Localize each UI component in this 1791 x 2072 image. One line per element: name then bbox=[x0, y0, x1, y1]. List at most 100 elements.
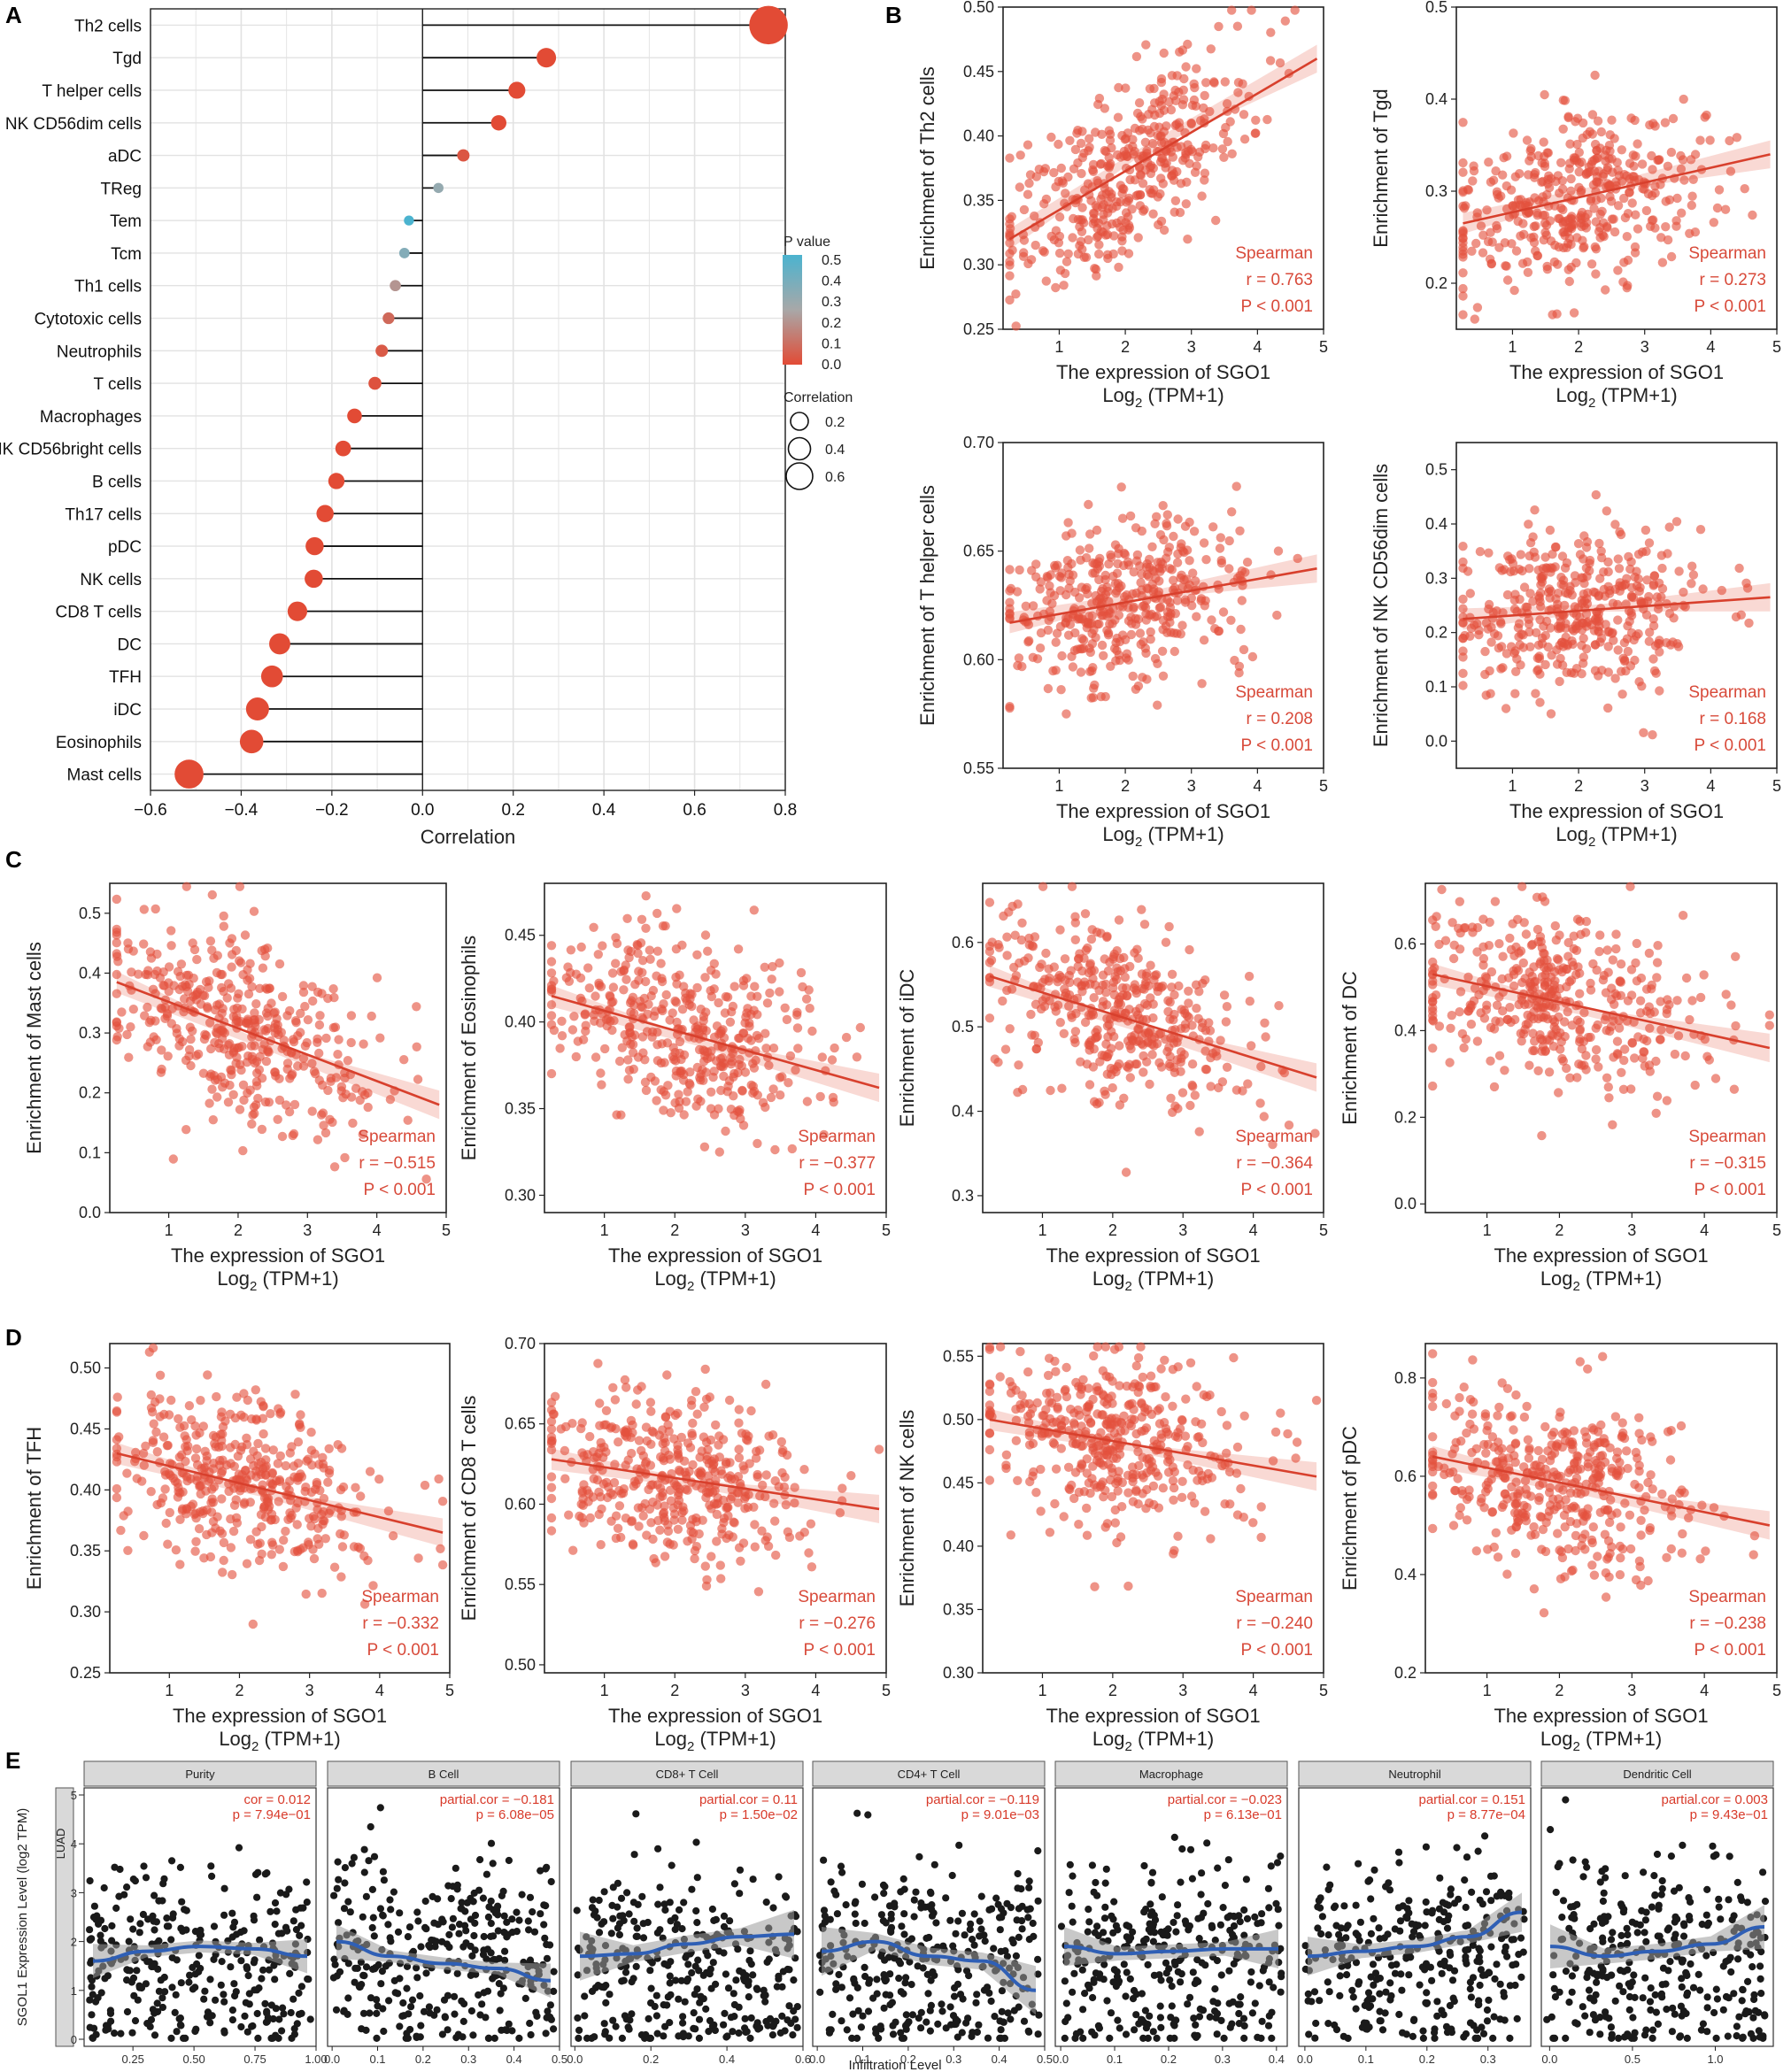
data-point bbox=[1562, 667, 1571, 677]
data-point bbox=[1205, 1026, 1216, 1036]
data-point bbox=[564, 1510, 574, 1520]
data-point bbox=[1092, 525, 1102, 535]
data-point bbox=[1702, 110, 1711, 120]
data-point bbox=[1134, 1460, 1144, 1471]
data-point bbox=[1652, 1091, 1663, 1101]
lollipop-point bbox=[404, 215, 414, 226]
data-point bbox=[123, 938, 133, 948]
data-point bbox=[261, 1026, 271, 1036]
data-point bbox=[984, 1342, 995, 1352]
data-point bbox=[753, 1587, 764, 1597]
x-tick-label: 2 bbox=[1555, 1221, 1563, 1239]
category-label: NK cells bbox=[80, 571, 142, 589]
data-point bbox=[998, 996, 1007, 1006]
data-point bbox=[1582, 572, 1592, 582]
data-point bbox=[1489, 1024, 1500, 1034]
data-point bbox=[1177, 1492, 1187, 1503]
data-point bbox=[287, 1442, 297, 1452]
data-point bbox=[1189, 527, 1200, 536]
data-point bbox=[238, 1080, 249, 1090]
data-point bbox=[313, 1135, 323, 1144]
data-point bbox=[166, 941, 176, 951]
data-point bbox=[309, 1553, 320, 1564]
data-point bbox=[827, 1055, 838, 1065]
data-point bbox=[1648, 730, 1657, 740]
data-point bbox=[219, 1537, 229, 1548]
data-point bbox=[1710, 1074, 1721, 1083]
data-point bbox=[1031, 240, 1040, 250]
data-point bbox=[1077, 203, 1087, 212]
data-point bbox=[274, 1074, 284, 1084]
data-point bbox=[1015, 1346, 1025, 1357]
data-point bbox=[266, 1550, 276, 1560]
data-point bbox=[1428, 1003, 1438, 1013]
data-point bbox=[191, 1537, 201, 1547]
data-point bbox=[1458, 234, 1468, 243]
data-point bbox=[1113, 112, 1123, 122]
data-point bbox=[1150, 612, 1160, 622]
data-point bbox=[1050, 1498, 1060, 1509]
data-point bbox=[1653, 941, 1663, 951]
data-point bbox=[673, 1444, 683, 1455]
data-point bbox=[1128, 135, 1138, 144]
data-point bbox=[206, 1044, 216, 1054]
legend-correlation-tick: 0.2 bbox=[825, 415, 845, 430]
x-axis-units-main: Log bbox=[1102, 384, 1135, 406]
data-point bbox=[1023, 258, 1033, 269]
x-axis-units: Log2 (TPM+1) bbox=[217, 1267, 338, 1294]
data-point bbox=[716, 1061, 726, 1072]
data-point bbox=[1214, 1082, 1224, 1093]
data-point bbox=[1084, 235, 1093, 245]
data-point bbox=[721, 1459, 731, 1469]
data-point bbox=[412, 1042, 421, 1052]
data-point bbox=[1011, 1436, 1022, 1445]
data-point bbox=[1523, 257, 1532, 267]
data-point bbox=[1200, 90, 1209, 101]
data-point bbox=[1511, 666, 1521, 676]
data-point bbox=[1602, 179, 1613, 189]
data-point bbox=[1150, 653, 1161, 664]
spearman-label: Spearman bbox=[1688, 244, 1766, 263]
data-point bbox=[298, 987, 309, 997]
data-point bbox=[312, 1477, 321, 1488]
data-point bbox=[1137, 526, 1147, 536]
data-point bbox=[1162, 607, 1173, 617]
data-point bbox=[1677, 208, 1687, 218]
data-point bbox=[775, 987, 784, 997]
data-point bbox=[1158, 671, 1169, 681]
data-point bbox=[1529, 547, 1539, 557]
data-point bbox=[1523, 1010, 1532, 1021]
data-point bbox=[557, 1016, 567, 1027]
data-point bbox=[1657, 258, 1668, 267]
data-point bbox=[1116, 152, 1126, 162]
data-point bbox=[763, 1541, 774, 1552]
data-point bbox=[1031, 572, 1041, 582]
data-point bbox=[1108, 1082, 1117, 1093]
data-point bbox=[1095, 159, 1106, 169]
data-point bbox=[1589, 204, 1599, 213]
y-tick-label: 0.3 bbox=[1425, 569, 1447, 587]
data-point bbox=[112, 1483, 122, 1494]
data-point bbox=[1125, 174, 1135, 185]
data-point bbox=[583, 963, 593, 973]
x-axis-title: Correlation bbox=[421, 826, 516, 848]
data-point bbox=[1509, 285, 1519, 296]
data-point bbox=[284, 1107, 295, 1117]
data-point bbox=[852, 1052, 862, 1062]
data-point bbox=[1705, 135, 1715, 145]
data-point bbox=[1094, 574, 1104, 585]
data-point bbox=[1119, 1093, 1129, 1104]
data-point bbox=[656, 1452, 666, 1462]
data-point bbox=[1085, 1040, 1095, 1051]
data-point bbox=[1586, 978, 1595, 989]
data-point bbox=[1478, 953, 1489, 964]
data-point bbox=[1571, 624, 1581, 634]
data-point bbox=[1458, 252, 1468, 262]
data-point bbox=[188, 1026, 197, 1036]
data-point bbox=[1486, 622, 1496, 632]
data-point bbox=[1080, 909, 1091, 919]
category-label: Eosinophils bbox=[56, 734, 142, 752]
data-point bbox=[1644, 1060, 1655, 1070]
x-axis-title: The expression of SGO1 bbox=[608, 1244, 822, 1267]
